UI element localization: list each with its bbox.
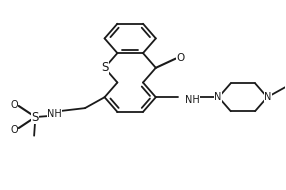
Text: S: S xyxy=(31,111,39,124)
Text: N: N xyxy=(214,92,222,102)
Text: S: S xyxy=(101,61,108,74)
Text: NH: NH xyxy=(47,109,62,120)
Text: O: O xyxy=(176,53,185,63)
Text: N: N xyxy=(264,92,272,102)
Text: O: O xyxy=(10,100,18,110)
Text: NH: NH xyxy=(185,95,199,105)
Text: O: O xyxy=(10,125,18,135)
